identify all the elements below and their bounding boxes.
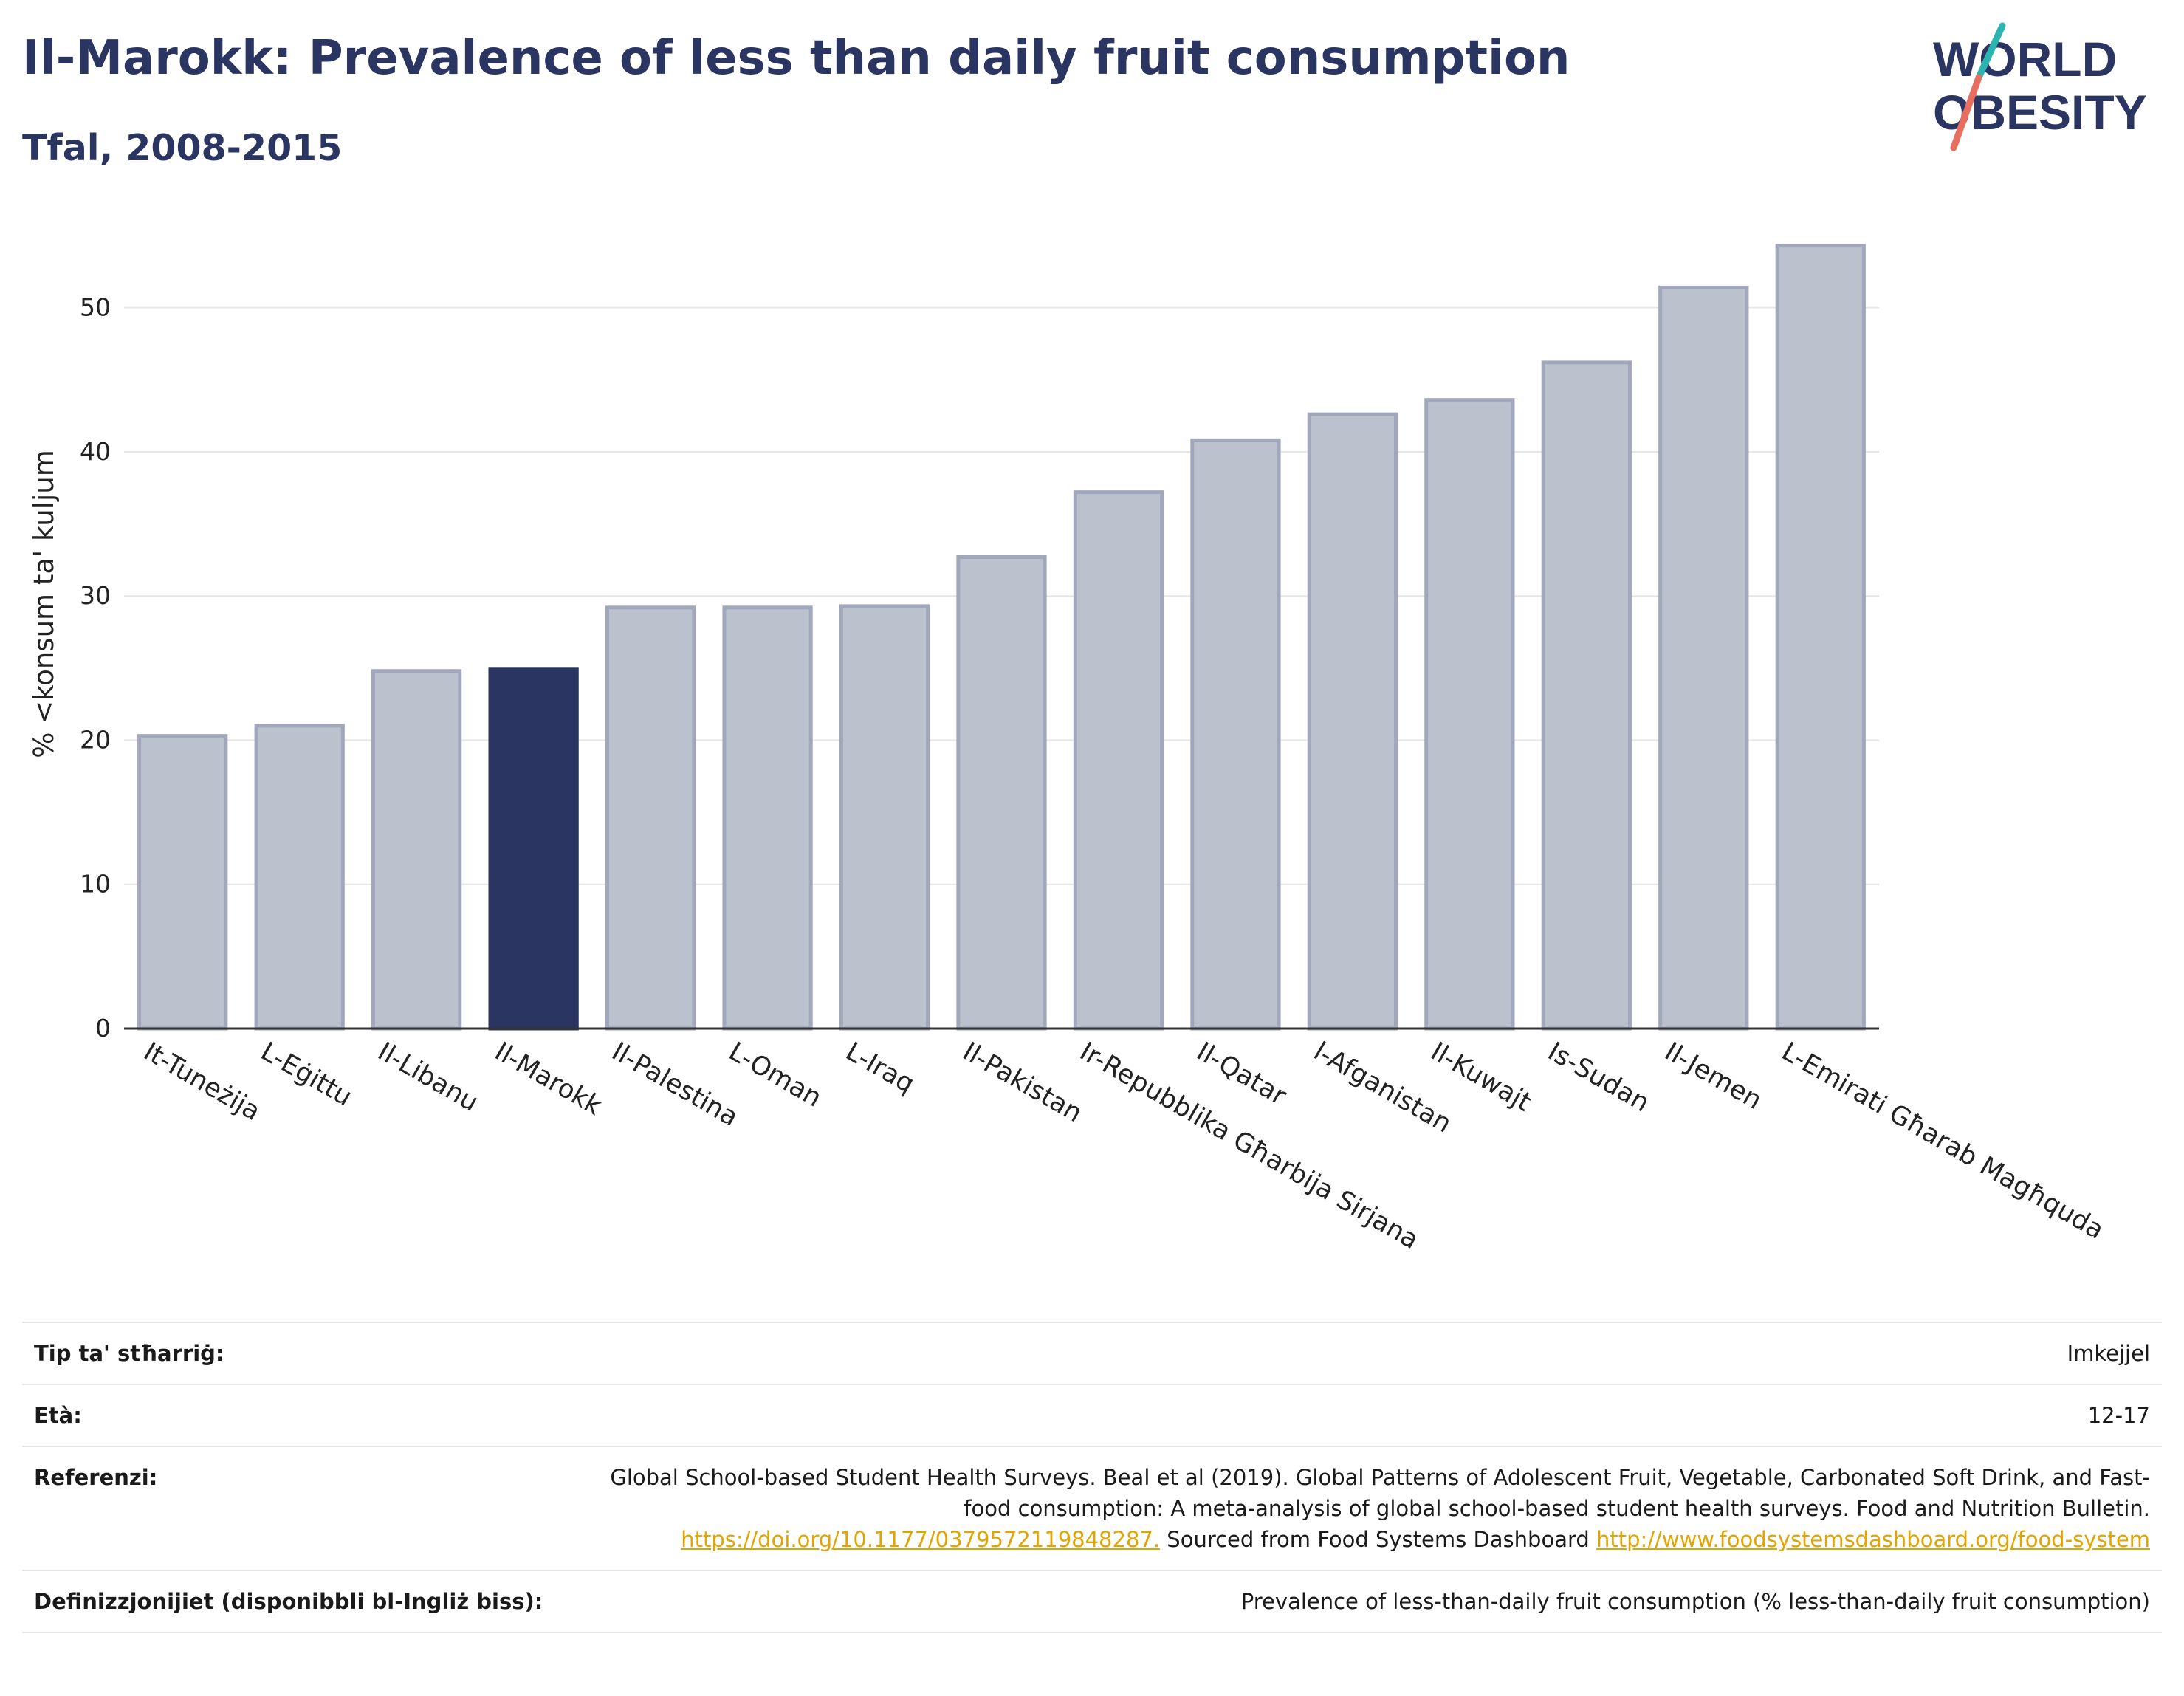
world-obesity-logo: WORLD OBESITY [1933, 22, 2147, 151]
logo-slash-coral [1950, 74, 1982, 151]
food-systems-link[interactable]: http://www.foodsystemsdashboard.org/food… [1596, 1527, 2150, 1553]
bar-Il-Kuwajt [1424, 398, 1515, 1031]
bar-Il-Libanu [371, 669, 462, 1031]
info-value: 12-17 [563, 1384, 2162, 1448]
references-text: Global School-based Student Health Surve… [563, 1446, 2162, 1572]
bar-Il-Pakistan [956, 555, 1047, 1031]
info-table: Tip ta' stħarriġ: Imkejjel Età: 12-17 Re… [22, 1321, 2162, 1634]
bar-Il-Palestina [605, 605, 696, 1031]
bar-L-Oman [722, 605, 813, 1031]
info-row-definitions: Definizzjonijiet (disponibbli bl-Ingliż … [22, 1570, 2162, 1634]
y-tick-label: 10 [80, 870, 111, 899]
bars-layer [137, 244, 1866, 1031]
info-row-survey-type: Tip ta' stħarriġ: Imkejjel [22, 1321, 2162, 1386]
info-key: Definizzjonijiet (disponibbli bl-Ingliż … [22, 1570, 563, 1634]
doi-link[interactable]: https://doi.org/10.1177/0379572119848287… [681, 1527, 1161, 1553]
info-key: Tip ta' stħarriġ: [22, 1321, 563, 1386]
x-tick-label: It-Tuneżija [139, 1037, 265, 1127]
x-tick-label: Il-Qatar [1192, 1037, 1291, 1111]
reference-source: Sourced from Food Systems Dashboard [1167, 1527, 1590, 1553]
bar-l-Afganistan [1307, 412, 1398, 1031]
info-row-age: Età: 12-17 [22, 1384, 2162, 1448]
bar-Il-Qatar [1190, 438, 1281, 1031]
bar-L-Iraq [839, 604, 930, 1031]
y-tick-label: 0 [95, 1014, 111, 1043]
bar-Il-Jemen [1658, 285, 1749, 1031]
reference-citation: Global School-based Student Health Surve… [610, 1465, 2150, 1522]
x-tick-label: L-Iraq [841, 1037, 920, 1099]
y-tick-label: 20 [80, 725, 111, 754]
x-tick-label: Is-Sudan [1542, 1037, 1654, 1118]
x-tick-label: Il-Libanu [373, 1037, 484, 1118]
y-tick-label: 50 [80, 293, 111, 322]
info-value: Imkejjel [563, 1321, 2162, 1386]
info-key: Età: [22, 1384, 563, 1448]
logo-line-1: WORLD [1933, 32, 2117, 86]
bar-Il-Marokk [488, 667, 579, 1031]
page-title: Il-Marokk: Prevalence of less than daily… [22, 31, 1570, 86]
x-tick-label: L-Oman [724, 1037, 826, 1113]
bar-Is-Sudan [1541, 360, 1632, 1031]
page-subtitle: Tfal, 2008-2015 [22, 127, 343, 169]
info-row-references: Referenzi: Global School-based Student H… [22, 1446, 2162, 1572]
x-tick-label: Il-Marokk [490, 1037, 607, 1122]
y-tick-label: 30 [80, 581, 111, 610]
x-tick-label: Il-Pakistan [958, 1037, 1087, 1128]
x-tick-label: L-Emirati Għarab Magħquda [1776, 1037, 2109, 1246]
bar-It-Tuneżija [137, 734, 228, 1031]
logo-slash-teal [1975, 22, 2006, 81]
bar-Ir-Repubblika Għarbija Sirjana [1073, 490, 1164, 1031]
info-key: Referenzi: [22, 1446, 563, 1572]
y-tick-label: 40 [80, 437, 111, 466]
y-axis-title: % <konsum ta' kuljum [28, 450, 60, 758]
axis-layer: 0 10 20 30 40 50 [80, 293, 1879, 1043]
x-tick-label: Il-Jemen [1660, 1037, 1767, 1116]
bar-L-Emirati Għarab Magħquda [1775, 244, 1866, 1031]
x-tick-label: Il-Palestina [607, 1037, 744, 1133]
bar-L-Eġittu [254, 724, 345, 1031]
x-tick-label: L-Eġittu [255, 1037, 357, 1112]
info-value: Prevalence of less-than-daily fruit cons… [563, 1570, 2162, 1634]
